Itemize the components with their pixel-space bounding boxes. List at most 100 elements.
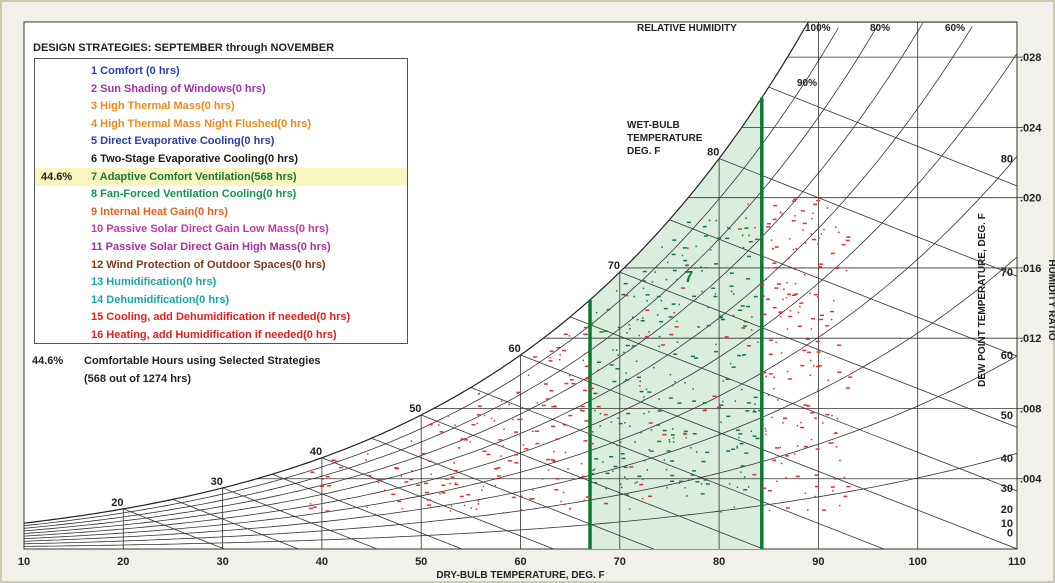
- data-point: [772, 218, 777, 221]
- data-point: [678, 303, 680, 306]
- data-point: [617, 354, 619, 356]
- data-point: [845, 269, 848, 272]
- data-point: [815, 340, 820, 343]
- data-point: [692, 470, 697, 472]
- data-point: [567, 468, 569, 470]
- strategy-item-7[interactable]: 44.6% 7 Adaptive Comfort Ventilation(568 …: [35, 167, 407, 186]
- data-point: [830, 252, 835, 255]
- data-point: [639, 483, 644, 486]
- data-point: [404, 481, 409, 483]
- strategy-item-11[interactable]: 11 Passive Solar Direct Gain High Mass(0…: [35, 238, 407, 256]
- data-point: [802, 349, 807, 352]
- strategy-item-6[interactable]: 6 Two-Stage Evaporative Cooling(0 hrs): [35, 150, 407, 168]
- data-point: [772, 306, 777, 309]
- data-point: [704, 408, 707, 411]
- strategy-item-9[interactable]: 9 Internal Heat Gain(0 hrs): [35, 203, 407, 221]
- data-point: [478, 392, 481, 395]
- strategy-item-1[interactable]: 1 Comfort (0 hrs): [35, 62, 407, 80]
- data-point: [594, 458, 599, 460]
- strategy-item-16[interactable]: 16 Heating, add Humidification if needed…: [35, 326, 407, 344]
- data-point: [794, 268, 796, 271]
- data-point: [657, 440, 662, 443]
- data-point: [658, 335, 661, 338]
- data-point: [839, 459, 841, 462]
- data-point: [535, 442, 540, 445]
- data-point: [736, 447, 739, 449]
- w-tick-label: .020: [1020, 193, 1041, 205]
- strategy-item-12[interactable]: 12 Wind Protection of Outdoor Spaces(0 h…: [35, 256, 407, 274]
- data-point: [779, 446, 781, 449]
- data-point: [750, 430, 753, 432]
- data-point: [628, 324, 631, 326]
- data-point: [835, 446, 838, 448]
- data-point: [548, 360, 553, 362]
- strategy-item-14[interactable]: 14 Dehumidification(0 hrs): [35, 291, 407, 309]
- data-point: [646, 300, 648, 302]
- data-point: [672, 384, 674, 387]
- wetbulb-tick-label: 20: [111, 497, 123, 509]
- data-point: [764, 427, 766, 430]
- data-point: [651, 281, 654, 283]
- data-point: [800, 364, 805, 367]
- data-point: [609, 456, 614, 458]
- dewpoint-tick-label: 70: [1001, 267, 1013, 279]
- strategy-item-10[interactable]: 10 Passive Solar Direct Gain Low Mass(0 …: [35, 220, 407, 238]
- data-point: [580, 410, 585, 412]
- data-point: [672, 239, 677, 241]
- data-point: [496, 475, 501, 477]
- strategy-label: 1 Comfort (0 hrs): [91, 65, 180, 77]
- data-point: [742, 354, 746, 356]
- data-point: [810, 233, 813, 235]
- data-point: [629, 425, 631, 427]
- data-point: [831, 442, 834, 444]
- strategy-item-3[interactable]: 3 High Thermal Mass(0 hrs): [35, 97, 407, 115]
- strategy-item-2[interactable]: 2 Sun Shading of Windows(0 hrs): [35, 80, 407, 98]
- strategy-item-4[interactable]: 4 High Thermal Mass Night Flushed(0 hrs): [35, 115, 407, 133]
- strategy-item-5[interactable]: 5 Direct Evaporative Cooling(0 hrs): [35, 132, 407, 150]
- data-point: [800, 421, 802, 424]
- data-point: [590, 473, 595, 475]
- data-point: [648, 495, 653, 497]
- data-point: [521, 495, 523, 498]
- strategy-item-8[interactable]: 8 Fan-Forced Ventilation Cooling(0 hrs): [35, 185, 407, 203]
- data-point: [631, 345, 636, 347]
- data-point: [613, 465, 618, 468]
- data-point: [779, 315, 782, 318]
- strategy-item-15[interactable]: 15 Cooling, add Dehumidification if need…: [35, 308, 407, 326]
- data-point: [634, 441, 636, 443]
- scatter-series-1: [308, 198, 853, 516]
- strategy-label: 12 Wind Protection of Outdoor Spaces(0 h…: [91, 258, 326, 271]
- dewpoint-tick-label: 40: [1001, 453, 1013, 465]
- data-point: [667, 261, 669, 264]
- strategy-item-13[interactable]: 13 Humidification(0 hrs): [35, 273, 407, 291]
- data-point: [810, 438, 813, 441]
- data-point: [819, 318, 824, 321]
- data-point: [410, 440, 413, 442]
- data-point: [580, 405, 585, 408]
- data-point: [696, 451, 698, 453]
- data-point: [658, 398, 660, 400]
- data-point: [625, 494, 630, 496]
- data-point: [692, 295, 697, 298]
- data-point: [743, 320, 748, 323]
- data-point: [475, 508, 478, 510]
- data-point: [671, 303, 676, 305]
- data-point: [648, 331, 650, 333]
- data-point: [753, 409, 755, 412]
- data-point: [439, 492, 441, 495]
- data-point: [612, 380, 617, 383]
- data-point: [700, 493, 705, 495]
- data-point: [772, 262, 777, 264]
- data-point: [690, 355, 695, 358]
- data-point: [690, 474, 695, 476]
- data-point: [660, 299, 662, 302]
- data-point: [780, 462, 783, 465]
- strategy-label: 8 Fan-Forced Ventilation Cooling(0 hrs): [91, 188, 297, 201]
- data-point: [729, 285, 734, 287]
- data-point: [642, 287, 645, 290]
- data-point: [580, 409, 582, 411]
- summary-hours: (568 out of 1274 hrs): [84, 373, 191, 385]
- data-point: [720, 511, 722, 513]
- data-point: [804, 492, 807, 494]
- data-point: [717, 237, 722, 239]
